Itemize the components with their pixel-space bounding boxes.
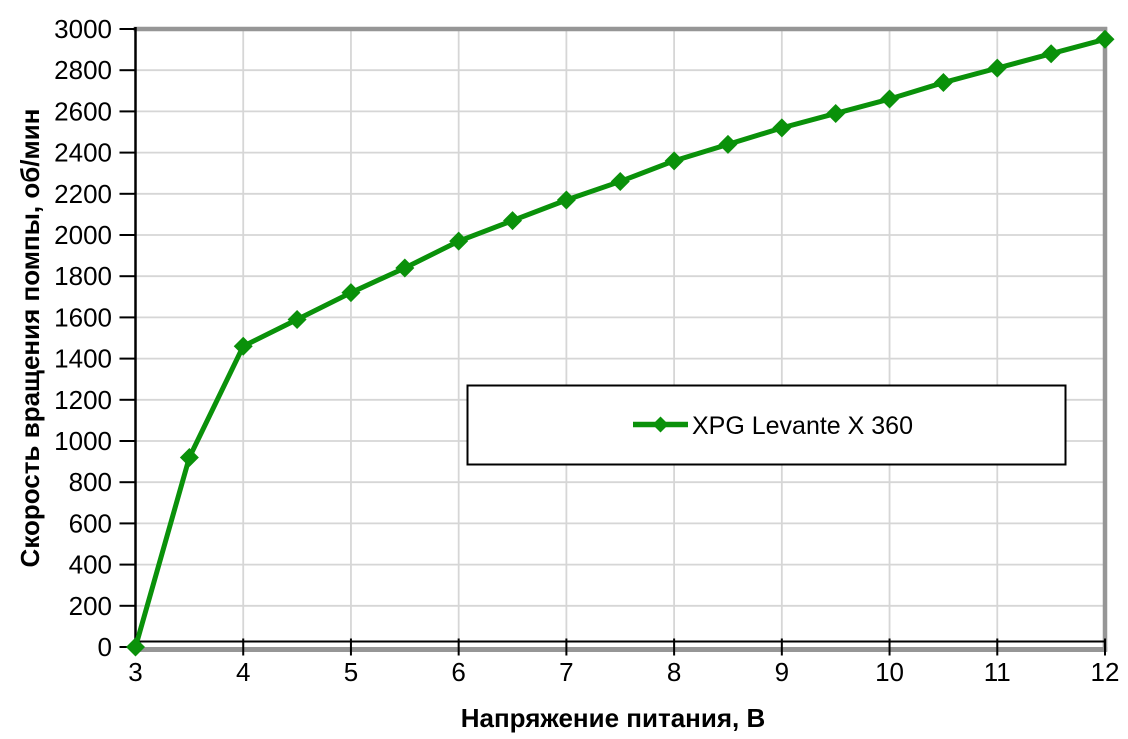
y-tick-label: 1400 <box>54 344 112 374</box>
legend: XPG Levante X 360 <box>466 384 1067 466</box>
y-tick-label: 400 <box>69 550 112 580</box>
data-point-marker <box>933 73 953 93</box>
x-tick-label: 5 <box>344 657 358 687</box>
x-tick-labels: 3 4 5 6 7 8 9 10 11 12 <box>128 657 1119 687</box>
y-tick-label: 2800 <box>54 55 112 85</box>
data-point-marker <box>503 211 523 231</box>
legend-sample <box>633 416 688 433</box>
y-tick-label: 600 <box>69 508 112 538</box>
x-tick-label: 3 <box>128 657 142 687</box>
x-axis-title: Напряжение питания, В <box>461 703 766 733</box>
x-tick-label: 6 <box>451 657 465 687</box>
x-tick-label: 10 <box>875 657 904 687</box>
data-point-marker <box>664 151 684 171</box>
data-point-marker <box>1095 29 1115 49</box>
legend-marker-sample <box>652 416 669 433</box>
axis-ticks <box>119 28 1106 656</box>
series-line-group <box>126 29 1115 657</box>
y-tick-label: 1000 <box>54 426 112 456</box>
data-point-marker <box>449 231 469 251</box>
series-line <box>133 36 1108 650</box>
y-tick-label: 2600 <box>54 96 112 126</box>
data-point-marker <box>880 89 900 109</box>
gridlines <box>135 28 1106 647</box>
data-point-marker <box>233 336 253 356</box>
y-tick-label: 2400 <box>54 138 112 168</box>
y-tick-label: 1800 <box>54 261 112 291</box>
data-point-marker <box>341 283 361 303</box>
y-tick-labels: 0 200 400 600 800 1000 1200 1400 1600 1800 2000 220… <box>54 14 112 662</box>
data-point-marker <box>1041 44 1061 64</box>
y-tick-label: 1600 <box>54 302 112 332</box>
y-tick-label: 2000 <box>54 220 112 250</box>
x-tick-label: 7 <box>559 657 573 687</box>
x-tick-label: 11 <box>984 657 1011 687</box>
data-point-marker <box>987 58 1007 78</box>
data-point-marker <box>179 447 199 467</box>
y-tick-label: 800 <box>69 467 112 497</box>
x-tick-label: 9 <box>775 657 789 687</box>
data-point-marker <box>556 190 576 210</box>
x-tick-label: 8 <box>667 657 681 687</box>
y-tick-label: 3000 <box>54 14 112 44</box>
legend-box <box>466 384 1067 466</box>
x-tick-label: 12 <box>1091 657 1120 687</box>
x-tick-label: 4 <box>236 657 250 687</box>
data-point-marker <box>287 309 307 329</box>
y-tick-label: 2200 <box>54 179 112 209</box>
data-point-marker <box>610 171 630 191</box>
data-point-marker <box>718 134 738 154</box>
data-point-marker <box>772 118 792 138</box>
y-tick-label: 200 <box>69 591 112 621</box>
data-point-marker <box>826 103 846 123</box>
data-point-marker <box>395 258 415 278</box>
legend-label: XPG Levante X 360 <box>692 412 913 440</box>
data-point-marker <box>126 637 145 657</box>
y-tick-label: 0 <box>98 632 112 662</box>
y-axis-title: Скорость вращения помпы, об/мин <box>15 109 45 568</box>
plot-borders <box>133 26 1108 652</box>
y-tick-label: 1200 <box>54 385 112 415</box>
